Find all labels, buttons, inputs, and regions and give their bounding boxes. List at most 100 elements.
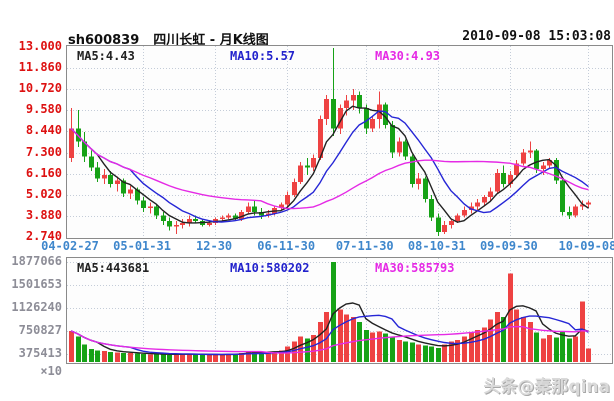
volume-bar [469,332,474,362]
candle-body [220,217,225,220]
volume-bar [154,353,159,362]
volume-bar [573,336,578,362]
candle-body [410,156,415,185]
candle-body [239,211,244,220]
candle-body [528,150,533,153]
candle-body [416,178,421,185]
volume-bar [259,352,264,362]
ma30-line [70,127,589,210]
volume-ma10-line [70,314,589,356]
candle-body [115,180,120,185]
candle-body [488,191,493,197]
candle-body [279,204,284,209]
candle-body [554,159,559,181]
price-tick-label: 13.000 [18,39,62,53]
page-title: 四川长虹 - 月K线图 [153,33,269,48]
volume-bar [187,353,192,362]
volume-tick-label: 1877066 [11,254,62,268]
candle-body [252,206,257,212]
volume-tick-label: 1126240 [11,300,62,314]
candle-body [82,141,87,157]
price-tick-label: 11.860 [18,60,62,75]
candle-body [305,165,310,168]
volume-chart[interactable] [67,258,612,363]
candle-body [475,202,480,207]
volume-bar [331,262,336,362]
candle-body [324,98,329,120]
volume-bar [514,309,519,362]
volume-pane[interactable]: MA5:443681 MA10:580202 MA30:585793 [66,257,613,364]
volume-bar [69,330,74,362]
date-tick-label: 06-11-30 [257,239,316,253]
candle-body [69,128,74,159]
candle-body [580,204,585,207]
volume-bar [436,347,441,362]
volume-bar [266,352,271,362]
volume-bar [174,353,179,362]
volume-bar [95,350,100,362]
volume-bar [200,354,205,362]
candle-body [357,95,362,109]
date-tick-label: 04-02-27 [41,239,99,253]
price-tick-label: 10.720 [18,81,62,96]
candle-body [174,224,179,227]
volume-bar [482,327,487,362]
candle-body [514,163,519,175]
candle-body [154,206,159,216]
candle-body [436,217,441,233]
date-tick-label: 08-10-31 [407,239,466,253]
candle-body [180,222,185,225]
candle-body [462,209,467,216]
candle-body [567,211,572,216]
candle-body [573,206,578,216]
volume-bar [567,338,572,362]
candle-body [442,224,447,233]
candle-body [318,119,323,159]
volume-tick-label: 750827 [18,323,62,337]
volume-ma5-line [70,302,589,356]
volume-bar [115,352,120,362]
volume-bar [292,341,297,362]
main-chart-pane[interactable]: MA5:4.43 MA10:5.57 MA30:4.93 [66,45,613,239]
candle-body [547,159,552,166]
date-tick-label: 07-11-30 [335,239,394,253]
volume-bar [383,333,388,362]
candle-body [495,172,500,192]
volume-bar [351,317,356,362]
candle-body [246,206,251,212]
volume-bar [89,348,94,362]
volume-bar [213,354,218,362]
volume-bar [279,350,284,362]
volume-bar [220,354,225,362]
date-tick-label: 05-01-31 [113,239,171,253]
volume-tick-label: 375413 [18,346,62,360]
candle-body [135,189,140,201]
price-tick-label: 5.020 [25,186,62,201]
volume-bar [580,301,585,362]
volume-bar [193,354,198,362]
candle-body [390,124,395,153]
volume-bar [442,344,447,362]
volume-bar [508,273,513,362]
candlestick-chart[interactable] [67,46,612,238]
volume-bar [429,346,434,362]
volume-bar [397,340,402,362]
volume-bar [239,352,244,362]
price-tick-label: 6.160 [25,165,62,180]
volume-bar [495,311,500,362]
price-tick-label: 7.300 [25,144,62,159]
ma10-line [70,110,589,223]
candle-body [534,150,539,170]
candle-body [259,211,264,216]
price-tick-label: 8.440 [25,123,62,138]
candle-body [89,156,94,168]
volume-bar [521,317,526,362]
volume-bar [370,332,375,362]
volume-bar [76,336,81,362]
candle-body [501,172,506,185]
candle-body [226,215,231,218]
candle-body [95,167,100,179]
volume-bar [449,341,454,362]
volume-tick-label: 1501653 [11,277,62,291]
